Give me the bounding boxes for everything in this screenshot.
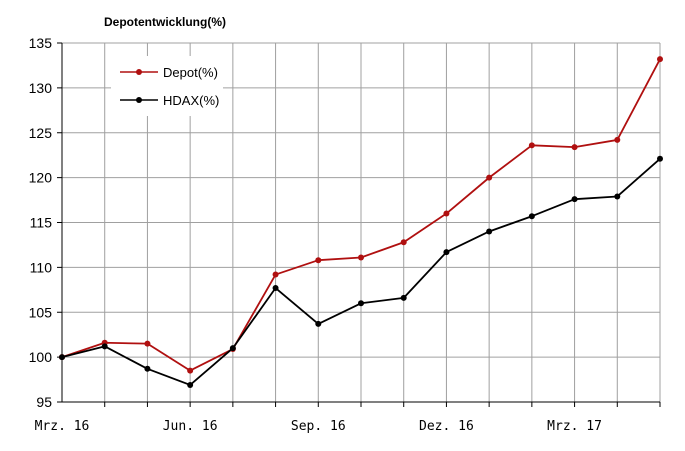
y-tick-label: 120 (29, 170, 53, 186)
data-point-hdax (101, 343, 108, 350)
legend-hdax-label: HDAX(%) (163, 93, 219, 108)
y-tick-label: 130 (29, 80, 53, 96)
data-point-hdax (229, 345, 236, 352)
series-group (59, 56, 663, 388)
legend-hdax-marker (136, 97, 142, 103)
legend-depot-marker (136, 69, 142, 75)
data-point-hdax (272, 285, 279, 292)
data-point-hdax (657, 155, 663, 162)
legend: Depot(%) HDAX(%) (111, 56, 223, 116)
y-tick-label: 105 (29, 304, 53, 320)
data-point-hdax (144, 365, 151, 372)
data-point-hdax (486, 228, 493, 235)
y-tick-label: 95 (36, 394, 52, 410)
x-tick-label: Mrz. 17 (547, 419, 602, 434)
data-point-hdax (571, 196, 578, 203)
data-point-depot (400, 239, 407, 246)
data-point-hdax (400, 294, 407, 301)
y-tick-label: 125 (29, 125, 53, 141)
data-point-depot (486, 174, 493, 181)
data-point-hdax (443, 249, 450, 256)
data-point-depot (657, 56, 663, 63)
legend-box (111, 56, 223, 116)
data-point-depot (528, 142, 535, 149)
y-tick-label: 100 (29, 349, 53, 365)
data-point-hdax (614, 193, 621, 200)
data-point-depot (614, 136, 621, 143)
data-point-depot (571, 144, 578, 151)
y-axis-ticks: 95 100 105 110 115 120 125 130 135 (29, 35, 53, 410)
data-point-depot (358, 254, 364, 261)
x-axis-ticks: Mrz. 16 Jun. 16 Sep. 16 Dez. 16 Mrz. 17 (35, 419, 602, 434)
y-tick-label: 135 (29, 35, 53, 51)
chart-title: Depotentwicklung(%) (104, 15, 226, 29)
data-point-depot (187, 367, 194, 374)
x-tick-label: Dez. 16 (419, 419, 474, 434)
data-point-depot (315, 257, 322, 264)
x-tick-label: Jun. 16 (163, 419, 218, 434)
y-tick-label: 115 (30, 215, 53, 231)
data-point-hdax (59, 354, 65, 361)
y-tick-label: 110 (30, 259, 53, 275)
x-tick-label: Sep. 16 (291, 419, 346, 434)
legend-depot-label: Depot(%) (163, 65, 218, 80)
data-point-depot (443, 210, 450, 217)
data-point-depot (272, 271, 279, 278)
data-point-hdax (187, 381, 194, 388)
data-point-hdax (315, 320, 322, 327)
data-point-hdax (528, 213, 535, 220)
x-tick-label: Mrz. 16 (35, 419, 90, 434)
data-point-hdax (358, 300, 364, 307)
data-point-depot (144, 340, 151, 347)
